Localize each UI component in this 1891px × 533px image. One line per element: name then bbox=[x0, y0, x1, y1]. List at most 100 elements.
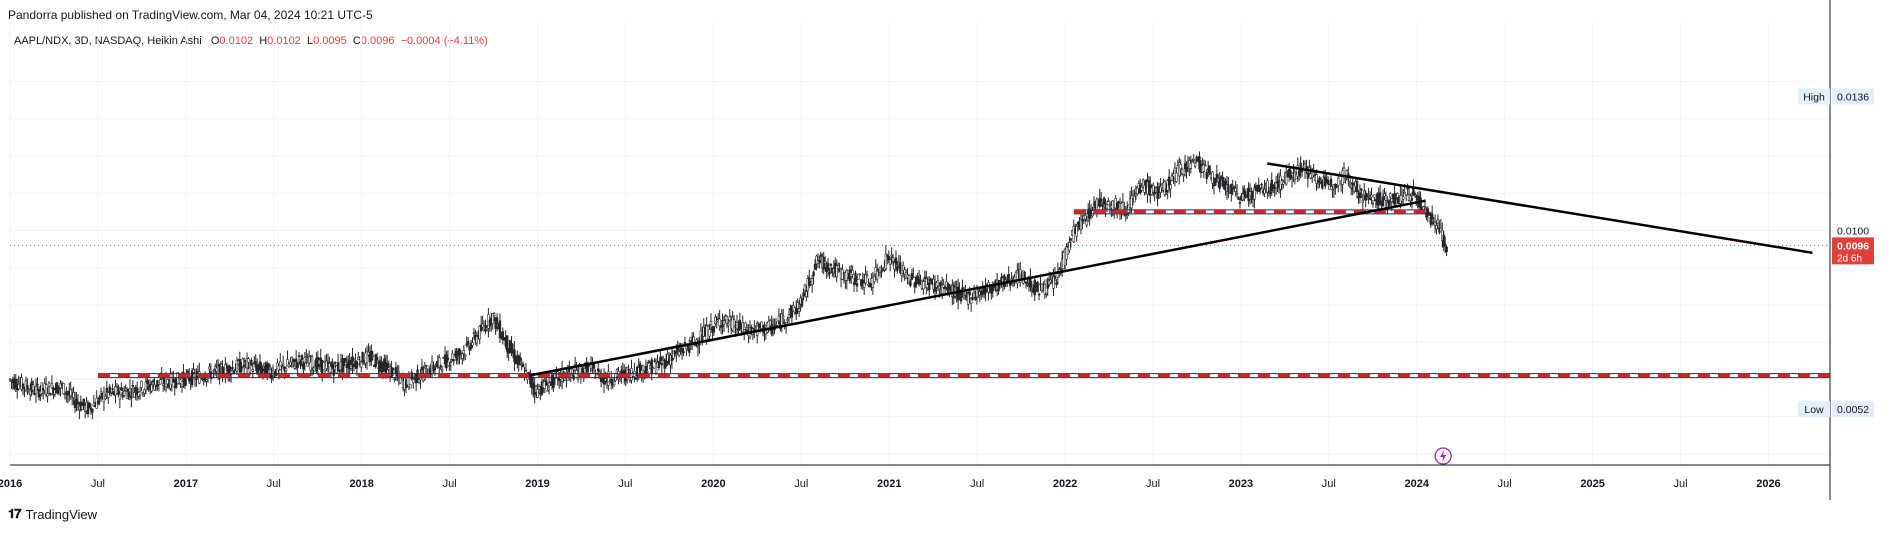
candle-body bbox=[725, 316, 729, 324]
candle-body bbox=[1130, 195, 1133, 209]
candle-body bbox=[808, 277, 811, 287]
candle-body bbox=[333, 361, 337, 364]
candle-body bbox=[680, 347, 684, 353]
candle-body bbox=[607, 371, 610, 386]
candle-body bbox=[451, 353, 454, 360]
candle-body bbox=[492, 313, 496, 316]
candle-body bbox=[1368, 197, 1372, 201]
candle-body bbox=[433, 367, 437, 371]
candle-body bbox=[1066, 247, 1070, 255]
candle-body bbox=[988, 286, 992, 289]
candle-body bbox=[99, 390, 103, 394]
candle-body bbox=[521, 363, 525, 368]
candle-body bbox=[547, 382, 551, 387]
candle-body bbox=[929, 279, 932, 282]
candle-body bbox=[943, 287, 947, 290]
candle-body bbox=[1383, 193, 1386, 197]
price-tag-prefix: High bbox=[1803, 91, 1825, 103]
x-tick-label: Jul bbox=[970, 478, 984, 490]
candle-body bbox=[495, 317, 499, 325]
candle-body bbox=[438, 357, 441, 368]
candle-body bbox=[471, 342, 474, 346]
trend-line[interactable] bbox=[528, 199, 1426, 377]
candle-body bbox=[1425, 212, 1428, 218]
candle-body bbox=[1326, 180, 1330, 185]
candle-body bbox=[865, 274, 869, 276]
symbol-name[interactable]: AAPL/NDX, 3D, NASDAQ, Heikin Ashi bbox=[14, 35, 202, 47]
x-tick-label: 2017 bbox=[174, 478, 198, 490]
candle-body bbox=[1299, 162, 1302, 172]
candle-body bbox=[835, 265, 838, 277]
candle-body bbox=[815, 255, 818, 265]
candle-body bbox=[143, 389, 146, 394]
low-label: L bbox=[306, 35, 314, 47]
candle-body bbox=[666, 353, 669, 362]
candle-body bbox=[701, 333, 704, 341]
candle-body bbox=[1344, 178, 1347, 180]
x-tick-label: Jul bbox=[618, 478, 632, 490]
candle-body bbox=[1152, 185, 1155, 193]
candle-body bbox=[81, 405, 84, 410]
candle-body bbox=[1396, 193, 1399, 198]
candle-body bbox=[907, 275, 911, 284]
candle-body bbox=[245, 358, 249, 369]
candle-body bbox=[901, 265, 905, 272]
candle-body bbox=[162, 383, 165, 386]
candle-body bbox=[1378, 192, 1382, 204]
candle-body bbox=[1312, 172, 1315, 176]
candle-body bbox=[891, 257, 895, 262]
candle-body bbox=[284, 368, 288, 372]
candle-body bbox=[1352, 184, 1356, 192]
candle-body bbox=[1230, 184, 1233, 194]
candle-body bbox=[854, 272, 857, 283]
candle-body bbox=[845, 269, 849, 281]
candle-body bbox=[498, 320, 502, 339]
candle-body bbox=[128, 387, 132, 393]
candle-body bbox=[855, 283, 859, 287]
candle-body bbox=[803, 284, 807, 291]
candle-body bbox=[17, 384, 20, 389]
candle-body bbox=[1290, 177, 1294, 180]
candle-body bbox=[1180, 168, 1184, 174]
candle-body bbox=[887, 255, 890, 261]
candle-body bbox=[1191, 160, 1194, 162]
candle-body bbox=[1159, 185, 1162, 193]
candle-body bbox=[862, 282, 866, 288]
x-tick-label: 2023 bbox=[1229, 478, 1253, 490]
candle-body bbox=[812, 271, 815, 276]
candle-body bbox=[242, 364, 246, 367]
candle-body bbox=[696, 345, 700, 348]
candle-body bbox=[231, 367, 234, 369]
candle-body bbox=[1321, 180, 1324, 189]
candle-body bbox=[1435, 225, 1438, 230]
candle-body bbox=[1403, 191, 1406, 194]
candle-body bbox=[698, 343, 701, 346]
candle-body bbox=[1263, 188, 1266, 194]
candle-body bbox=[894, 257, 898, 265]
candle-body bbox=[365, 350, 369, 363]
candle-body bbox=[1075, 226, 1078, 237]
candle-body bbox=[1146, 181, 1149, 195]
price-scale-label: 0.0100 bbox=[1837, 225, 1869, 237]
candle-body bbox=[1289, 170, 1292, 179]
candle-body bbox=[813, 264, 817, 270]
candle-body bbox=[310, 356, 314, 369]
price-chart[interactable]: 2016 Jul 2017 Jul 2018 Jul 2019 Jul 2020 Jul 2021 J… bbox=[0, 0, 1891, 500]
candle-body bbox=[1355, 181, 1359, 193]
candle-body bbox=[357, 357, 360, 360]
high-label: H bbox=[259, 35, 268, 47]
candle-body bbox=[1428, 213, 1431, 216]
candle-body bbox=[1316, 180, 1320, 183]
candle-body bbox=[326, 361, 330, 364]
candle-body bbox=[131, 385, 135, 387]
candle-body bbox=[836, 265, 840, 269]
trend-line[interactable] bbox=[1267, 162, 1813, 255]
candle-body bbox=[1439, 227, 1443, 232]
candle-body bbox=[1406, 187, 1409, 190]
candle-body bbox=[1030, 288, 1034, 290]
candle-body bbox=[1267, 190, 1271, 193]
candle-body bbox=[491, 313, 494, 325]
candle-body bbox=[153, 384, 156, 391]
candle-body bbox=[917, 278, 921, 285]
candle-body bbox=[248, 367, 252, 373]
